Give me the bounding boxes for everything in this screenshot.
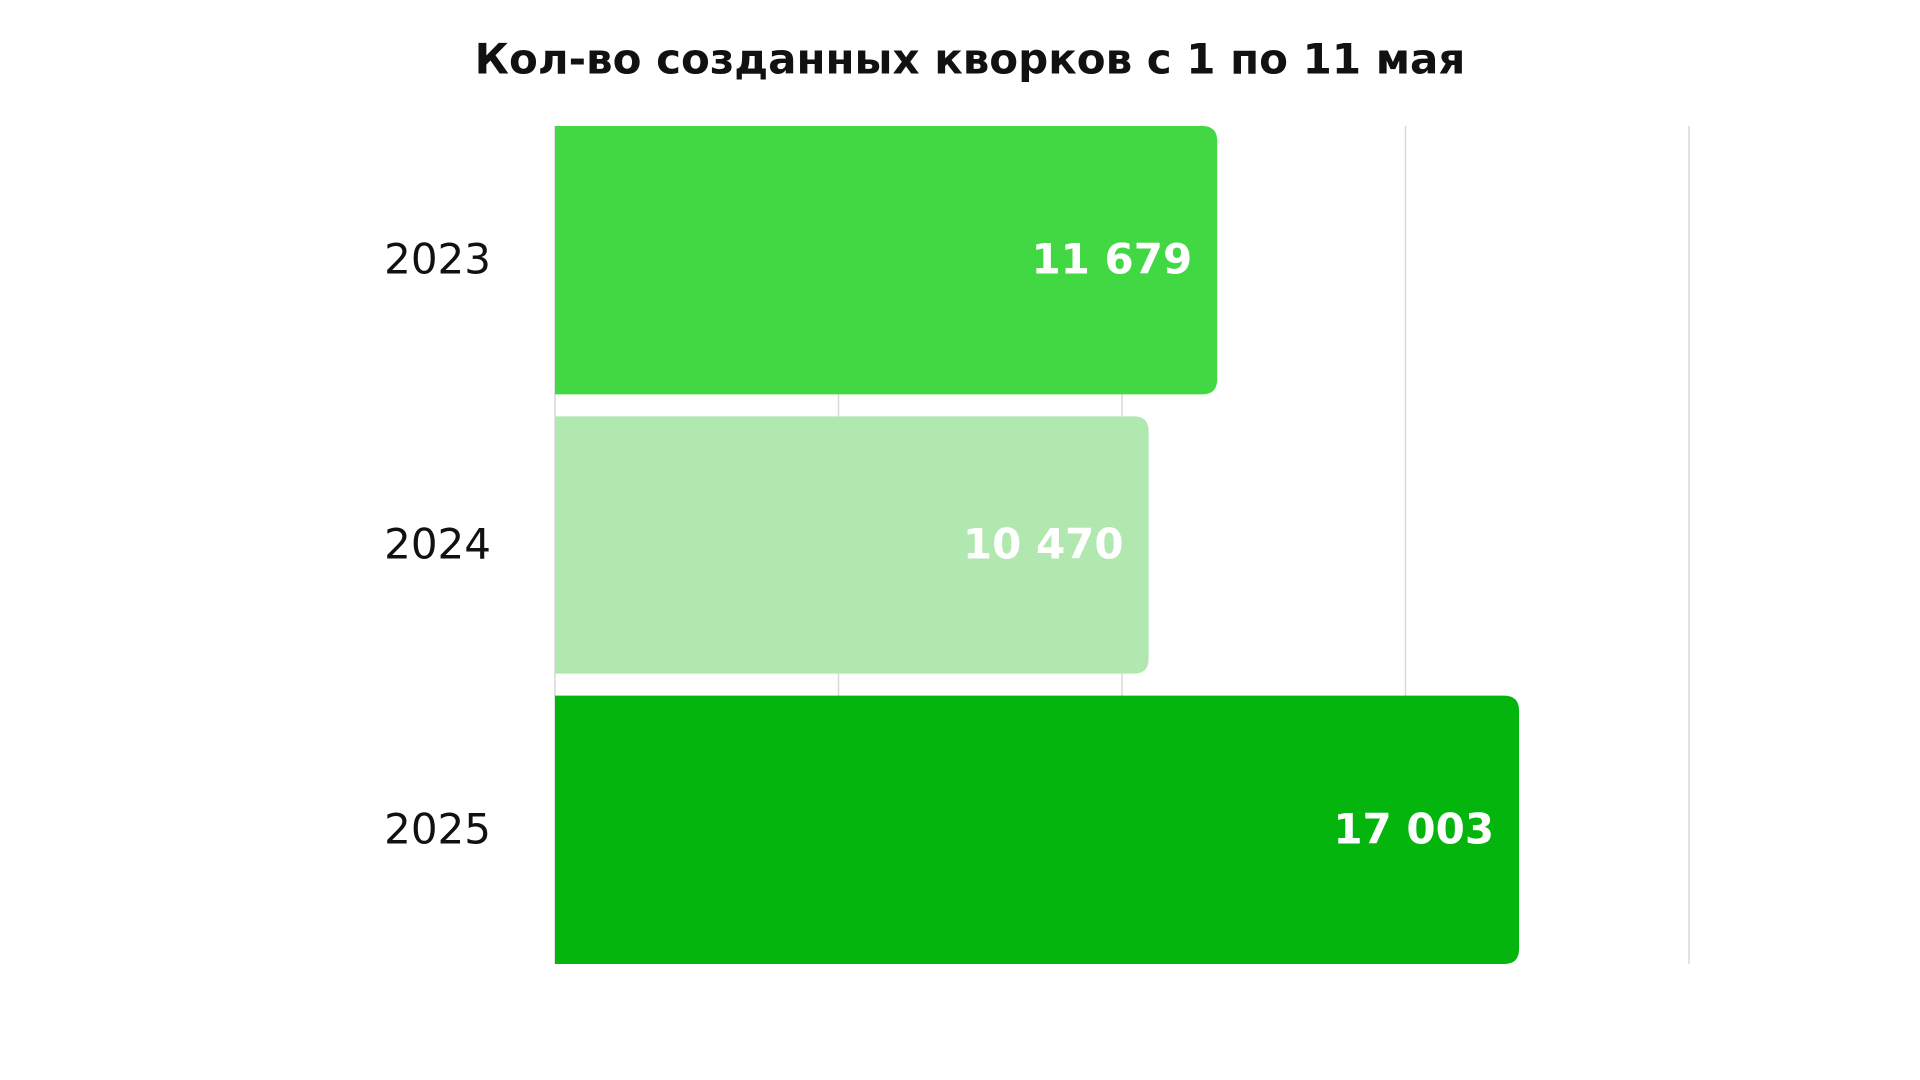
value-label: 10 470 (963, 520, 1124, 569)
value-label: 17 003 (1333, 804, 1494, 853)
bar (555, 126, 1218, 395)
y-tick-label: 2023 (384, 235, 491, 284)
y-tick-label: 2024 (384, 520, 491, 569)
value-label: 11 679 (1031, 235, 1192, 284)
chart-title: Кол-во созданных кворков с 1 по 11 мая (475, 35, 1466, 84)
bar (555, 416, 1149, 674)
bar (555, 695, 1520, 964)
y-tick-label: 2025 (384, 804, 491, 853)
